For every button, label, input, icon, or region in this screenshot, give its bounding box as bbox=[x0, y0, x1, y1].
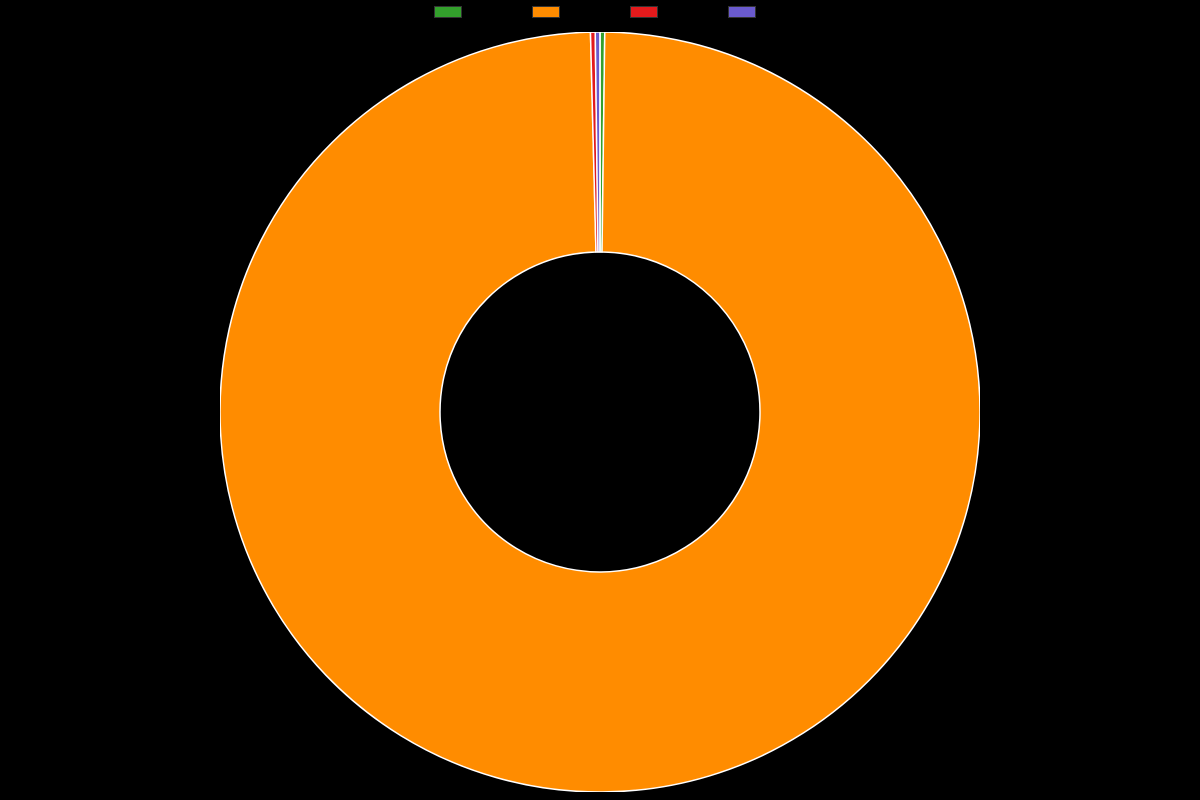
legend-item bbox=[532, 6, 570, 18]
legend-swatch bbox=[532, 6, 560, 18]
legend-swatch bbox=[630, 6, 658, 18]
donut-chart-container bbox=[0, 24, 1200, 800]
legend-swatch bbox=[434, 6, 462, 18]
donut-chart bbox=[220, 32, 980, 792]
legend-item bbox=[728, 6, 766, 18]
legend bbox=[0, 6, 1200, 18]
legend-item bbox=[434, 6, 472, 18]
donut-slices bbox=[220, 32, 980, 792]
legend-swatch bbox=[728, 6, 756, 18]
legend-item bbox=[630, 6, 668, 18]
chart-stage bbox=[0, 0, 1200, 800]
